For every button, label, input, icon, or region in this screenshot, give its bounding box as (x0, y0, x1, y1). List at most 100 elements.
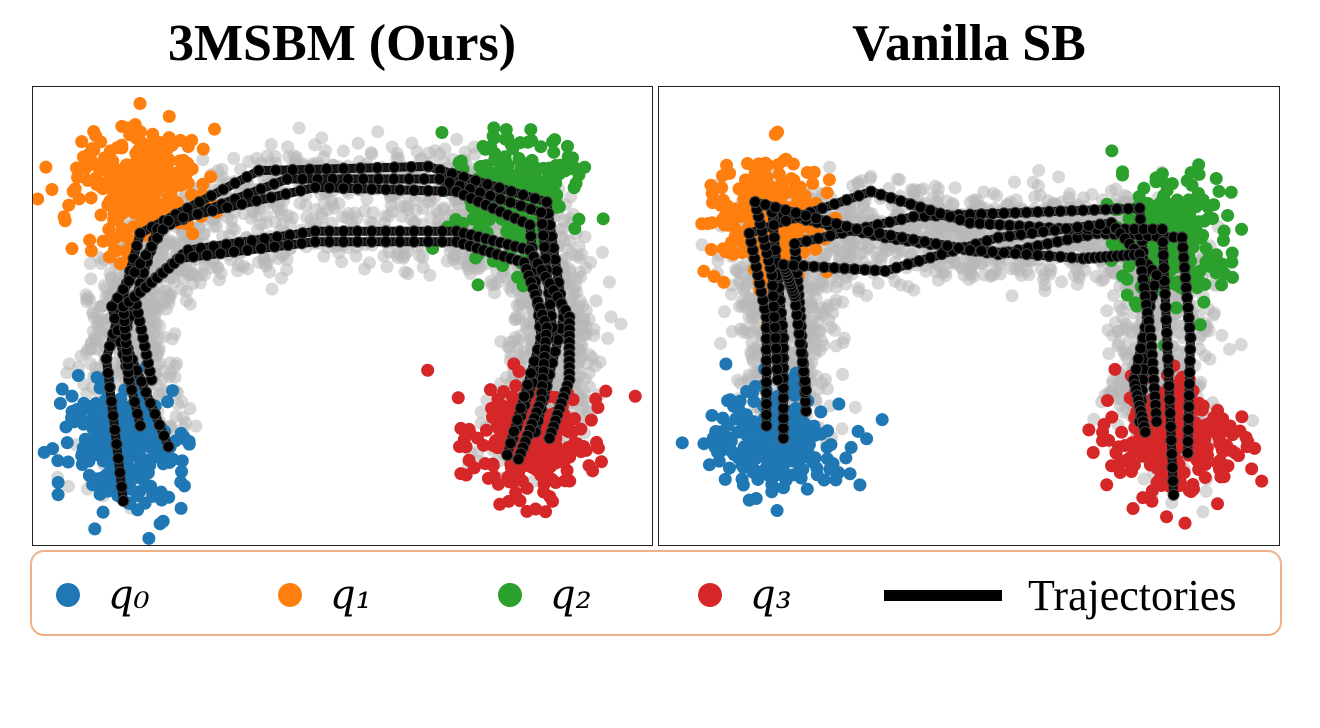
background-sample-point (168, 370, 182, 384)
cluster-point (144, 479, 158, 493)
cluster-point (121, 452, 135, 466)
background-sample-point (416, 260, 430, 274)
cluster-point (181, 156, 195, 170)
background-sample-point (1137, 472, 1151, 486)
background-sample-point (1198, 349, 1212, 363)
background-sample-point (179, 293, 193, 307)
cluster-point (563, 450, 577, 464)
cluster-point (174, 501, 188, 515)
cluster-point (89, 174, 103, 188)
trajectory-point (269, 164, 282, 177)
cluster-point (182, 437, 196, 451)
trajectory-point (162, 440, 175, 453)
trajectory-point (372, 173, 385, 185)
cluster-point (491, 477, 505, 491)
background-sample-point (265, 282, 279, 296)
trajectory-point (517, 188, 530, 201)
trajectory-point (187, 250, 200, 263)
background-sample-point (602, 275, 616, 289)
background-sample-point (351, 136, 365, 150)
cluster-point (96, 159, 110, 173)
trajectory-point (206, 204, 219, 217)
background-sample-point (573, 265, 587, 279)
cluster-point (121, 431, 135, 445)
background-sample-point (292, 121, 306, 135)
trajectory-point (443, 176, 456, 189)
trajectory-point (493, 181, 506, 194)
background-sample-point (315, 210, 329, 224)
cluster-point (537, 161, 551, 175)
cluster-point (162, 131, 176, 145)
cluster-point (451, 391, 465, 405)
cluster-point (123, 175, 137, 189)
cluster-point (184, 188, 198, 202)
background-sample-point (197, 226, 211, 240)
background-sample-point (711, 254, 725, 268)
background-sample-point (84, 272, 98, 286)
cluster-point (45, 182, 59, 196)
background-sample-point (731, 373, 745, 387)
background-sample-point (816, 278, 830, 292)
cluster-point (536, 465, 550, 479)
cluster-point (454, 467, 468, 481)
trajectory-point (268, 178, 281, 191)
background-sample-point (587, 329, 601, 343)
cluster-point (99, 176, 113, 190)
background-sample-point (1234, 338, 1248, 352)
cluster-point (55, 382, 69, 396)
trajectory-point (387, 173, 400, 185)
cluster-point (507, 169, 521, 183)
background-sample-point (179, 265, 193, 279)
trajectory-point (250, 194, 263, 207)
trajectory-point (177, 211, 190, 224)
cluster-point (94, 208, 108, 222)
trajectory-point (173, 252, 186, 265)
cluster-point (591, 441, 605, 455)
cluster-point (156, 514, 170, 528)
background-sample-point (863, 171, 877, 185)
trajectory-point (379, 235, 392, 248)
background-sample-point (432, 207, 446, 221)
trajectory-point (309, 225, 322, 238)
cluster-point (560, 464, 574, 478)
cluster-point (159, 196, 173, 210)
right-scatter-plot (675, 125, 1269, 530)
cluster-point (529, 502, 543, 516)
trajectory-point (162, 214, 175, 227)
background-sample-point (1026, 175, 1040, 189)
background-sample-point (88, 361, 102, 375)
cluster-point (107, 243, 121, 257)
cluster-point (579, 443, 593, 457)
cluster-point (84, 191, 98, 205)
cluster-point (509, 486, 523, 500)
background-sample-point (408, 215, 422, 229)
cluster-point (462, 422, 476, 436)
background-sample-point (440, 254, 454, 268)
trajectory-point (156, 223, 169, 236)
background-sample-point (1206, 308, 1220, 322)
left-scatter-plot (33, 97, 642, 545)
trajectory-point (408, 235, 421, 248)
cluster-point (76, 441, 90, 455)
background-sample-point (336, 210, 350, 224)
trajectory-point (303, 163, 316, 176)
cluster-point (102, 233, 116, 247)
background-sample-point (1007, 175, 1021, 189)
background-sample-point (1032, 164, 1046, 178)
trajectory-point (309, 181, 322, 194)
cluster-point (175, 465, 189, 479)
background-sample-point (823, 160, 837, 174)
background-sample-point (147, 289, 161, 303)
trajectory-point (365, 183, 378, 196)
background-sample-point (614, 317, 628, 331)
right-plot-panel (658, 86, 1280, 546)
background-sample-point (891, 172, 905, 186)
cluster-0 (37, 359, 196, 545)
trajectory-point (408, 184, 421, 197)
trajectory-point (227, 245, 240, 258)
background-sample-point (571, 341, 585, 355)
cluster-point (98, 440, 112, 454)
background-sample-point (917, 182, 931, 196)
trajectory-point (111, 291, 124, 304)
trajectory-point (402, 173, 415, 185)
